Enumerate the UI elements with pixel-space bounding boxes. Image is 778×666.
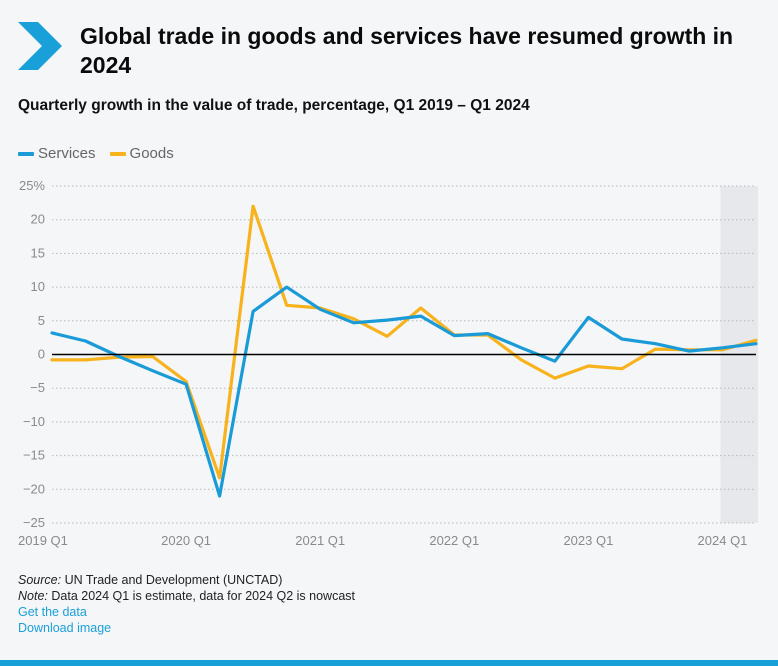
y-tick-label: −15 <box>23 448 45 463</box>
get-data-link[interactable]: Get the data <box>18 605 87 619</box>
legend: Services Goods <box>18 145 174 162</box>
x-tick-label: 2019 Q1 <box>18 533 68 548</box>
bottom-accent-bar <box>0 660 778 666</box>
x-tick-label: 2021 Q1 <box>295 533 345 548</box>
legend-label-goods: Goods <box>129 145 174 162</box>
x-tick-label: 2024 Q1 <box>698 533 748 548</box>
legend-swatch-goods <box>109 151 126 156</box>
chart-title: Global trade in goods and services have … <box>80 23 734 78</box>
y-tick-label: −5 <box>30 380 45 395</box>
y-tick-label: 10 <box>31 279 45 294</box>
x-tick-label: 2020 Q1 <box>161 533 211 548</box>
y-tick-label: −20 <box>23 481 45 496</box>
y-tick-label: −25 <box>23 515 45 530</box>
legend-item-services: Services <box>18 145 96 162</box>
y-tick-label: −10 <box>23 414 45 429</box>
line-chart: 25% 20 15 10 5 0 −5 −10 −15 −20 −25 2019 Q1 2020 Q1 2… <box>18 178 758 548</box>
legend-label-services: Services <box>38 145 96 162</box>
series-line-services <box>50 285 758 498</box>
source-text: UN Trade and Development (UNCTAD) <box>61 573 283 587</box>
legend-swatch-services <box>18 151 34 156</box>
note-line: Note: Data 2024 Q1 is estimate, data for… <box>18 588 355 604</box>
legend-item-goods: Goods <box>109 145 174 162</box>
y-tick-label: 0 <box>38 347 45 362</box>
source-line: Source: UN Trade and Development (UNCTAD… <box>18 572 355 588</box>
source-label: Source: <box>18 573 62 587</box>
note-text: Data 2024 Q1 is estimate, data for 2024 … <box>47 589 356 603</box>
download-image-link[interactable]: Download image <box>18 621 112 635</box>
y-tick-label: 5 <box>38 313 45 328</box>
y-tick-label: 15 <box>31 245 45 260</box>
y-tick-label: 25% <box>19 178 45 193</box>
y-tick-label: 20 <box>31 212 45 227</box>
footer: Source: UN Trade and Development (UNCTAD… <box>18 572 355 636</box>
series-line-goods <box>50 204 758 480</box>
unctad-chevron-icon <box>18 22 62 70</box>
x-tick-label: 2022 Q1 <box>429 533 479 548</box>
note-label: Note: <box>18 589 48 603</box>
x-tick-label: 2023 Q1 <box>563 533 613 548</box>
chart-subtitle: Quarterly growth in the value of trade, … <box>18 97 530 114</box>
